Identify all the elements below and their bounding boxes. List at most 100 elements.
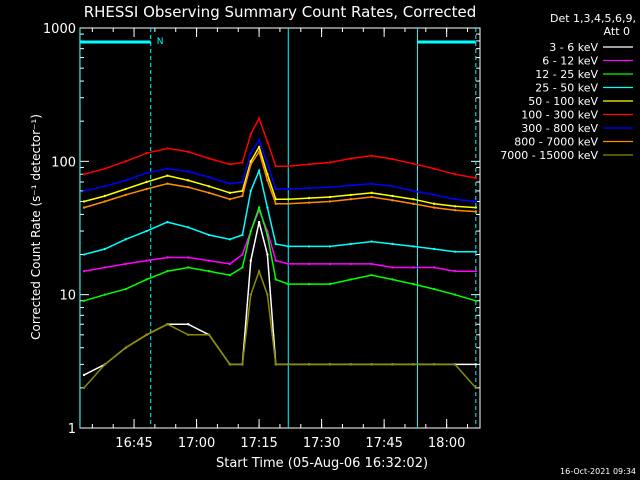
data-point bbox=[228, 182, 232, 185]
data-point bbox=[103, 363, 107, 366]
data-point bbox=[287, 164, 290, 168]
timestamp: 16-Oct-2021 09:34 bbox=[560, 467, 636, 476]
data-point bbox=[187, 170, 190, 173]
data-point bbox=[228, 262, 232, 266]
data-point bbox=[249, 160, 252, 163]
data-point bbox=[124, 179, 127, 182]
legend-label-7: 800 - 7000 keV bbox=[514, 136, 598, 149]
data-point bbox=[82, 386, 86, 390]
x-tick-label: 17:00 bbox=[178, 436, 215, 451]
data-point bbox=[287, 282, 290, 286]
data-point bbox=[412, 245, 415, 248]
data-point bbox=[391, 185, 394, 188]
data-point bbox=[453, 363, 457, 366]
data-point bbox=[453, 250, 457, 253]
data-point bbox=[145, 152, 148, 155]
y-tick-label: 10 bbox=[59, 289, 76, 304]
data-point bbox=[287, 262, 290, 266]
data-point bbox=[82, 206, 86, 209]
data-point bbox=[349, 157, 352, 160]
legend-label-3: 25 - 50 keV bbox=[535, 82, 598, 95]
data-point bbox=[274, 187, 277, 191]
data-point bbox=[274, 363, 277, 366]
data-point bbox=[328, 185, 332, 189]
data-point bbox=[307, 163, 311, 166]
data-point bbox=[124, 262, 127, 266]
data-point bbox=[266, 179, 269, 182]
data-point bbox=[187, 226, 190, 229]
data-point bbox=[391, 199, 394, 202]
data-point bbox=[274, 197, 277, 201]
data-point bbox=[432, 193, 436, 197]
data-point bbox=[370, 262, 373, 266]
data-point bbox=[307, 186, 311, 190]
data-point bbox=[166, 182, 169, 185]
data-point bbox=[328, 282, 332, 286]
data-point bbox=[228, 238, 232, 241]
legend-label-0: 3 - 6 keV bbox=[549, 41, 598, 54]
data-point bbox=[349, 242, 352, 246]
data-point bbox=[187, 323, 190, 326]
data-point bbox=[257, 145, 261, 149]
data-point bbox=[103, 266, 107, 269]
data-point bbox=[412, 202, 415, 206]
data-point bbox=[453, 173, 457, 176]
data-point bbox=[349, 278, 352, 281]
data-point bbox=[82, 299, 86, 302]
chart-title: RHESSI Observing Summary Count Rates, Co… bbox=[84, 3, 477, 21]
data-point bbox=[474, 269, 478, 273]
data-point bbox=[432, 247, 436, 251]
data-point bbox=[241, 180, 244, 184]
data-point bbox=[207, 333, 211, 337]
data-point bbox=[274, 242, 277, 246]
data-point bbox=[166, 269, 169, 273]
data-point bbox=[474, 206, 478, 209]
data-point bbox=[82, 269, 86, 273]
data-point bbox=[328, 245, 332, 248]
legend-label-8: 7000 - 15000 keV bbox=[500, 149, 598, 162]
data-point bbox=[274, 259, 277, 262]
data-point bbox=[307, 196, 311, 200]
x-tick-label: 16:45 bbox=[115, 436, 152, 451]
data-point bbox=[328, 200, 332, 203]
legend-header-line-1: Det 1,3,4,5,6,9, bbox=[550, 12, 636, 25]
data-point bbox=[412, 282, 415, 286]
data-point bbox=[432, 363, 436, 366]
data-point bbox=[124, 346, 127, 349]
data-point bbox=[257, 117, 261, 120]
data-point bbox=[370, 154, 373, 158]
data-point bbox=[257, 138, 261, 142]
data-point bbox=[307, 282, 311, 286]
data-point bbox=[266, 233, 269, 237]
data-point bbox=[391, 157, 394, 161]
data-point bbox=[145, 278, 148, 281]
data-point bbox=[103, 247, 107, 251]
data-point bbox=[257, 220, 261, 224]
data-point bbox=[474, 363, 478, 366]
data-point bbox=[145, 187, 148, 191]
data-point bbox=[241, 253, 244, 256]
data-point bbox=[287, 187, 290, 191]
data-point bbox=[82, 373, 86, 377]
data-point bbox=[241, 194, 244, 198]
data-point bbox=[474, 386, 478, 390]
x-axis-label: Start Time (05-Aug-06 16:32:02) bbox=[216, 456, 428, 471]
data-point bbox=[412, 189, 415, 193]
y-tick-label: 1000 bbox=[43, 22, 76, 37]
data-point bbox=[166, 147, 169, 150]
legend-header-line-2: Att 0 bbox=[604, 25, 630, 38]
data-point bbox=[412, 197, 415, 201]
y-tick-label: 100 bbox=[51, 155, 76, 170]
data-point bbox=[257, 150, 261, 153]
data-point bbox=[307, 363, 311, 366]
data-point bbox=[274, 278, 277, 281]
data-point bbox=[453, 209, 457, 212]
data-point bbox=[370, 195, 373, 199]
data-point bbox=[349, 363, 352, 366]
data-point bbox=[287, 202, 290, 206]
data-point bbox=[207, 185, 211, 188]
legend-label-6: 300 - 800 keV bbox=[521, 122, 598, 135]
data-point bbox=[241, 161, 244, 164]
data-point bbox=[307, 245, 311, 248]
